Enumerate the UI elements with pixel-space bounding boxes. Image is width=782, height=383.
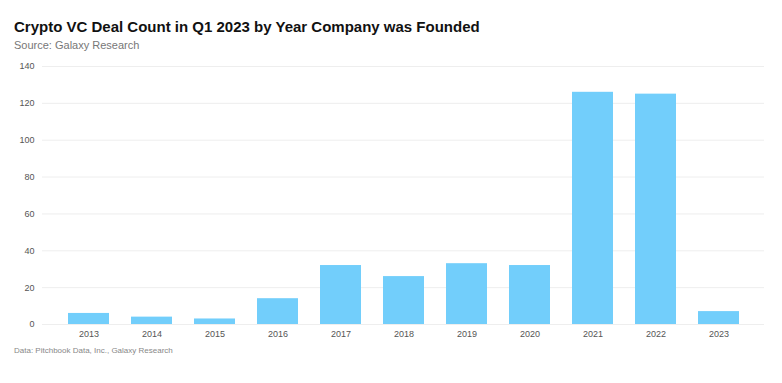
svg-text:0: 0 [29,319,34,329]
svg-text:2013: 2013 [79,329,99,339]
svg-text:2016: 2016 [268,329,288,339]
svg-text:2022: 2022 [646,329,666,339]
svg-text:2015: 2015 [205,329,225,339]
svg-text:140: 140 [19,61,34,71]
svg-text:20: 20 [24,283,34,293]
svg-text:2020: 2020 [520,329,540,339]
svg-text:2017: 2017 [331,329,351,339]
svg-text:2021: 2021 [583,329,603,339]
svg-text:60: 60 [24,209,34,219]
svg-text:100: 100 [19,135,34,145]
svg-text:2023: 2023 [709,329,729,339]
html-text:Data: Pitchbook Data, Inc., Ga: Data: Pitchbook Data, Inc., Galaxy Resea… [14,346,173,355]
html-text:Crypto VC Deal Count in Q1 202: Crypto VC Deal Count in Q1 2023 by Year … [14,18,480,35]
svg-text:2018: 2018 [394,329,414,339]
svg-text:2019: 2019 [457,329,477,339]
svg-text:40: 40 [24,246,34,256]
svg-text:80: 80 [24,172,34,182]
html-text:Source: Galaxy Research: Source: Galaxy Research [14,39,140,51]
svg-text:120: 120 [19,98,34,108]
svg-text:2014: 2014 [142,329,162,339]
